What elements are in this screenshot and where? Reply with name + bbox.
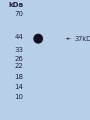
- Text: 44: 44: [15, 34, 23, 40]
- Text: 10: 10: [14, 94, 23, 100]
- Text: 22: 22: [15, 63, 23, 69]
- Ellipse shape: [34, 34, 42, 43]
- Text: 70: 70: [14, 11, 23, 17]
- Text: 14: 14: [14, 84, 23, 90]
- Text: 37kDa: 37kDa: [74, 36, 90, 42]
- Text: 33: 33: [14, 47, 23, 53]
- Text: kDa: kDa: [8, 2, 23, 8]
- Text: 26: 26: [14, 56, 23, 62]
- Text: 18: 18: [14, 74, 23, 80]
